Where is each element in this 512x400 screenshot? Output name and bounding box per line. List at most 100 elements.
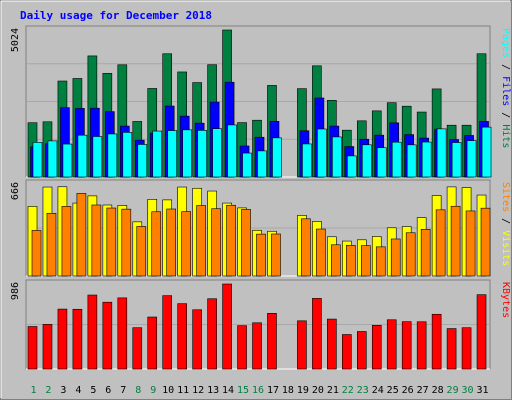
bar-kbytes-day-13 — [207, 298, 217, 370]
bar-sites-day-31 — [480, 207, 491, 277]
bar-kbytes-day-30 — [461, 327, 472, 370]
chart-panels: 5024 Pages / Files / Hits 666 Sites / Visit… — [10, 25, 511, 370]
panel-pages-files-hits: 5024 Pages / Files / Hits — [10, 25, 511, 178]
bar-kbytes-day-11 — [177, 303, 187, 370]
bar-kbytes-day-7 — [117, 297, 128, 370]
bar-pages-day-6 — [107, 133, 118, 178]
bar-sites-day-20 — [316, 228, 326, 277]
bar-pages-day-7 — [122, 132, 133, 178]
bar-sites-day-22 — [346, 245, 356, 277]
bar-sites-day-30 — [465, 210, 476, 277]
bar-pages-day-2 — [47, 140, 58, 178]
x-tick-label-day-23: 23 — [357, 385, 369, 396]
x-tick-label-day-15: 15 — [237, 385, 249, 396]
bar-kbytes-day-6 — [102, 301, 113, 370]
x-tick-label-day-30: 30 — [462, 385, 474, 396]
bar-kbytes-day-21 — [327, 318, 337, 370]
bar-kbytes-day-29 — [446, 328, 457, 370]
x-tick-label-day-31: 31 — [476, 385, 488, 396]
x-tick-label-day-29: 29 — [447, 385, 459, 396]
bar-sites-day-7 — [121, 208, 132, 277]
bar-pages-day-8 — [137, 144, 148, 178]
bar-kbytes-day-9 — [147, 316, 158, 370]
x-tick-label-day-17: 17 — [267, 385, 279, 396]
bar-kbytes-day-15 — [237, 325, 247, 370]
x-tick-label-day-25: 25 — [387, 385, 399, 396]
x-tick-label-day-24: 24 — [372, 385, 384, 396]
bar-pages-day-22 — [347, 155, 357, 178]
x-tick-label-day-13: 13 — [207, 385, 219, 396]
x-tick-label-day-5: 5 — [90, 385, 96, 396]
bar-kbytes-day-5 — [87, 294, 98, 370]
bar-sites-day-25 — [390, 238, 401, 277]
x-tick-label-day-10: 10 — [162, 385, 174, 396]
legend-kbytes: KBytes — [500, 282, 511, 318]
bar-sites-day-28 — [435, 209, 446, 277]
bar-pages-day-3 — [62, 143, 73, 178]
x-tick-label-day-20: 20 — [312, 385, 324, 396]
bar-pages-day-19 — [302, 143, 312, 178]
x-tick-label-day-1: 1 — [30, 385, 36, 396]
x-tick-label-day-26: 26 — [402, 385, 414, 396]
x-tick-label-day-11: 11 — [177, 385, 189, 396]
bar-pages-day-30 — [466, 140, 477, 178]
bar-kbytes-day-14 — [222, 283, 232, 370]
bar-pages-day-16 — [257, 150, 267, 178]
bar-kbytes-day-25 — [386, 319, 397, 370]
x-tick-label-day-14: 14 — [222, 385, 234, 396]
bar-pages-day-26 — [406, 144, 417, 178]
bar-sites-day-16 — [256, 233, 266, 277]
bar-kbytes-day-23 — [356, 331, 367, 370]
legend-sites-visits: Sites / Visits — [500, 182, 511, 266]
bar-pages-day-25 — [391, 141, 402, 178]
bar-kbytes-day-4 — [72, 308, 83, 370]
legend-item-pages: Pages — [500, 28, 511, 58]
bar-pages-day-17 — [272, 137, 282, 178]
panel-sites-visits: 666 Sites / Visits — [10, 179, 511, 277]
legend-item-kbytes: KBytes — [500, 282, 511, 318]
bar-pages-day-13 — [212, 128, 222, 178]
bar-kbytes-day-1 — [27, 326, 38, 370]
x-tick-label-day-18: 18 — [282, 385, 294, 396]
bar-kbytes-day-20 — [312, 298, 322, 370]
bar-kbytes-day-22 — [342, 334, 352, 370]
bar-pages-day-14 — [227, 124, 237, 178]
y-max-label-pages-files-hits: 5024 — [10, 28, 21, 52]
legend-separator: / — [500, 212, 511, 230]
bar-sites-day-6 — [106, 207, 117, 277]
chart-title: Daily usage for December 2018 — [20, 9, 212, 22]
bar-sites-day-11 — [181, 211, 191, 277]
bar-kbytes-day-3 — [57, 308, 68, 370]
bar-kbytes-day-26 — [401, 321, 412, 370]
bar-kbytes-day-24 — [371, 324, 382, 370]
bar-pages-day-21 — [332, 136, 342, 178]
bar-pages-day-10 — [167, 130, 178, 178]
legend-item-hits: Hits — [500, 124, 511, 148]
bar-kbytes-day-31 — [476, 294, 487, 370]
bar-sites-day-2 — [46, 212, 57, 277]
x-tick-label-day-2: 2 — [45, 385, 51, 396]
bar-sites-day-21 — [331, 244, 341, 277]
x-tick-label-day-9: 9 — [150, 385, 156, 396]
bar-pages-day-15 — [242, 152, 252, 178]
x-tick-label-day-28: 28 — [432, 385, 444, 396]
bar-pages-day-28 — [436, 128, 447, 178]
bar-sites-day-19 — [301, 218, 311, 277]
bar-pages-day-23 — [361, 144, 372, 178]
legend-separator: / — [500, 106, 511, 124]
bar-kbytes-day-10 — [162, 295, 173, 370]
bar-sites-day-13 — [211, 208, 221, 277]
bar-pages-day-20 — [317, 128, 327, 178]
y-max-label-kbytes: 986 — [10, 282, 21, 300]
bar-kbytes-day-28 — [431, 313, 442, 370]
bar-sites-day-29 — [450, 205, 461, 277]
bar-pages-day-12 — [197, 130, 207, 178]
legend-item-visits: Visits — [500, 230, 511, 266]
bar-kbytes-day-8 — [132, 327, 143, 370]
bar-sites-day-27 — [420, 229, 431, 277]
bar-pages-day-27 — [421, 141, 432, 178]
bar-pages-day-9 — [152, 130, 163, 178]
x-tick-label-day-21: 21 — [327, 385, 339, 396]
x-tick-label-day-8: 8 — [135, 385, 141, 396]
